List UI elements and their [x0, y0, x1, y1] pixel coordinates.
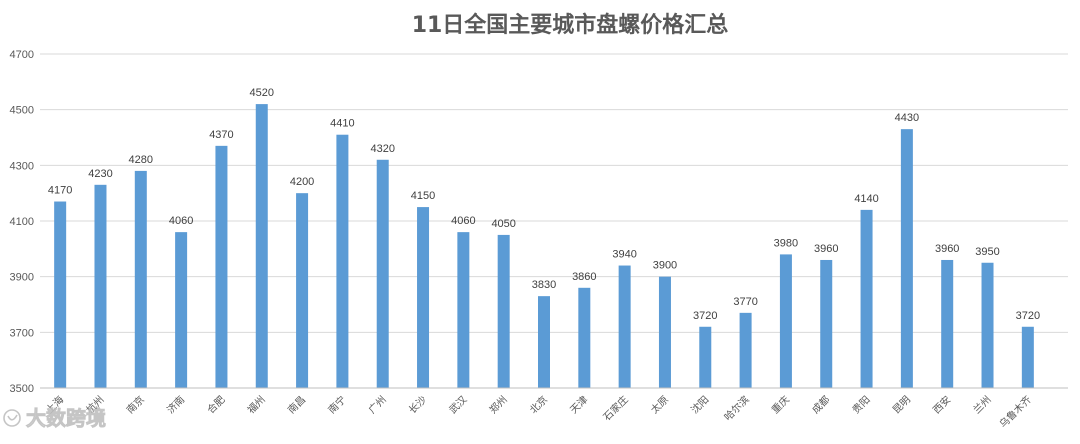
x-tick-label: 西安 — [930, 393, 953, 416]
y-tick-label: 4500 — [10, 105, 34, 117]
data-label: 3940 — [612, 249, 636, 261]
x-tick-label: 北京 — [527, 393, 550, 416]
y-tick-label: 3900 — [10, 272, 34, 284]
x-tick-label: 兰州 — [970, 393, 993, 416]
y-tick-label: 4700 — [10, 49, 34, 61]
x-axis-ticks: 上海 杭州 南京 济南 合肥 福州 南昌 南宁 广州 长沙 武汉 郑州 北京 天津 石家庄 太原 沈阳 哈尔滨 重庆… — [43, 393, 1034, 430]
data-label: 4060 — [169, 215, 193, 227]
x-tick-label: 合肥 — [204, 393, 227, 416]
bars — [54, 104, 1034, 388]
data-label: 4280 — [129, 154, 153, 166]
bar — [497, 234, 510, 388]
bar — [739, 312, 752, 388]
watermark: 大数跨境 — [3, 406, 106, 430]
data-label: 4370 — [209, 129, 233, 141]
data-label: 3950 — [975, 246, 999, 258]
x-tick-label: 哈尔滨 — [721, 393, 751, 423]
data-label: 4230 — [88, 168, 112, 180]
data-label: 4050 — [491, 218, 515, 230]
x-tick-label: 南昌 — [285, 393, 308, 416]
bar — [376, 159, 389, 388]
data-label: 4150 — [411, 190, 435, 202]
bar — [981, 262, 994, 388]
x-tick-label: 长沙 — [407, 394, 430, 417]
data-label: 4140 — [854, 193, 878, 205]
y-tick-label: 3500 — [10, 383, 34, 395]
x-tick-label: 成都 — [810, 394, 833, 417]
data-label: 4520 — [250, 87, 274, 99]
bar — [618, 265, 631, 388]
brand-logo-icon — [3, 409, 21, 427]
data-label: 4200 — [290, 176, 314, 188]
bar — [900, 129, 913, 388]
bar — [1021, 326, 1034, 388]
x-tick-label: 太原 — [648, 393, 671, 416]
x-tick-label: 乌鲁木齐 — [996, 393, 1033, 430]
y-tick-label: 3700 — [10, 327, 34, 339]
bar — [699, 326, 712, 388]
data-label: 4320 — [370, 143, 394, 155]
x-tick-label: 昆明 — [890, 394, 913, 417]
x-tick-label: 郑州 — [486, 393, 509, 416]
data-label: 3830 — [532, 279, 556, 291]
data-label: 3860 — [572, 271, 596, 283]
bar — [215, 145, 228, 388]
data-label: 4410 — [330, 118, 354, 130]
bar — [255, 104, 268, 388]
data-label: 3720 — [1016, 310, 1040, 322]
data-label: 4430 — [895, 112, 919, 124]
watermark-text: 大数跨境 — [26, 406, 106, 430]
bar — [941, 259, 954, 388]
x-tick-label: 福州 — [245, 393, 268, 416]
bar — [175, 232, 188, 388]
x-tick-label: 天津 — [568, 394, 591, 417]
x-tick-label: 重庆 — [769, 393, 792, 416]
bar — [94, 184, 107, 388]
data-label: 3770 — [733, 296, 757, 308]
gridlines — [40, 53, 1068, 333]
data-label: 4170 — [48, 185, 72, 197]
bar — [538, 296, 550, 388]
bar — [860, 209, 873, 388]
y-tick-label: 4100 — [10, 216, 34, 228]
data-label: 3960 — [814, 243, 838, 255]
bar — [578, 287, 591, 388]
x-tick-label: 广州 — [366, 394, 389, 417]
bar — [336, 134, 349, 388]
x-tick-label: 武汉 — [446, 393, 469, 416]
bar — [296, 193, 309, 388]
x-tick-label: 贵阳 — [849, 393, 872, 416]
data-label: 3960 — [935, 243, 959, 255]
y-axis-ticks: 3500 3700 3900 4100 4300 4500 4700 — [10, 49, 34, 395]
data-labels: 4170 4230 4280 4060 4370 4520 4200 4410 4320 4150… — [48, 87, 1040, 322]
bar — [457, 232, 470, 388]
data-label: 4060 — [451, 215, 475, 227]
bar — [134, 170, 147, 388]
bar — [820, 259, 833, 388]
chart-title: 11日全国主要城市盘螺价格汇总 — [412, 12, 729, 38]
data-label: 3720 — [693, 310, 717, 322]
x-tick-label: 济南 — [164, 393, 187, 416]
data-label: 3900 — [653, 260, 677, 272]
data-label: 3980 — [774, 237, 798, 249]
x-tick-label: 石家庄 — [600, 393, 630, 423]
bar — [779, 254, 792, 388]
x-tick-label: 南宁 — [325, 393, 348, 416]
x-tick-label: 沈阳 — [688, 393, 711, 416]
x-tick-label: 南京 — [124, 393, 147, 416]
y-tick-label: 4300 — [10, 160, 34, 172]
bar — [54, 201, 67, 388]
bar — [658, 276, 671, 388]
bar — [417, 207, 430, 388]
